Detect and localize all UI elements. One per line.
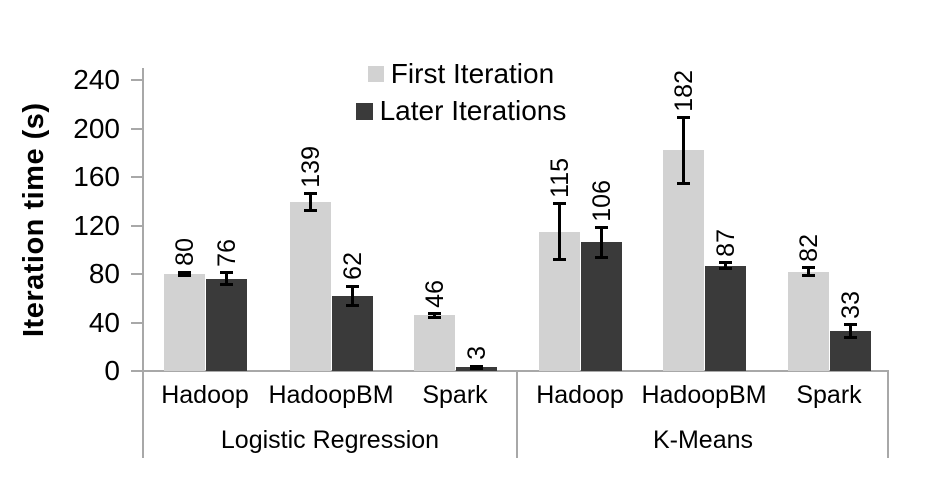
y-tick-mark [131, 273, 144, 275]
legend-item-first-iteration: First Iteration [367, 58, 555, 90]
legend-swatch-first-iteration [367, 66, 384, 82]
bar-first-iteration [164, 274, 205, 371]
x-axis-line [142, 370, 889, 372]
error-bar-cap-bottom [178, 274, 191, 278]
y-tick-mark [131, 224, 144, 227]
bar-value-label: 106 [587, 180, 616, 222]
error-bar-cap-top [844, 323, 857, 327]
bar-later-iterations [332, 296, 373, 371]
group-divider-right [887, 371, 889, 458]
error-bar-cap-top [220, 271, 233, 275]
error-bar [600, 227, 603, 258]
error-bar [433, 313, 436, 318]
error-bar-cap-bottom [220, 283, 233, 287]
legend-label-later-iterations: Later Iterations [379, 95, 567, 126]
error-bar-cap-top [178, 270, 191, 274]
bar-first-iteration [290, 202, 331, 371]
bar-value-label: 80 [170, 238, 199, 267]
y-tick-mark [131, 127, 144, 130]
y-tick-label: 200 [73, 112, 120, 144]
y-axis-line [142, 68, 144, 371]
y-tick-label: 40 [88, 306, 120, 338]
error-bar-cap-bottom [428, 315, 441, 319]
error-bar-cap-bottom [719, 267, 732, 271]
error-bar [849, 324, 852, 338]
error-bar-cap-top [719, 260, 732, 264]
bar-value-label: 182 [669, 69, 698, 112]
error-bar-cap-top [304, 192, 317, 196]
bar-later-iterations [705, 266, 746, 371]
legend-label-first-iteration: First Iteration [390, 58, 555, 89]
legend: First Iteration Later Iterations [338, 58, 584, 127]
error-bar-cap-top [553, 202, 566, 206]
error-bar-cap-bottom [553, 257, 566, 261]
error-bar-cap-top [595, 226, 608, 230]
bar-value-label: 82 [794, 234, 823, 262]
error-bar-cap-top [802, 266, 815, 270]
bar-later-iterations [206, 279, 247, 371]
error-bar [351, 286, 354, 306]
error-bar-cap-bottom [304, 209, 317, 213]
error-bar [309, 193, 312, 211]
bar-first-iteration [788, 272, 829, 371]
bar-value-label: 76 [212, 238, 241, 267]
bar-later-iterations [581, 242, 622, 371]
category-label-hadoopbm: HadoopBM [641, 381, 767, 409]
error-bar-cap-bottom [470, 367, 483, 371]
category-label-hadoop: Hadoop [161, 381, 249, 409]
error-bar [558, 203, 561, 260]
category-label-hadoop: Hadoop [536, 381, 624, 409]
category-label-spark: Spark [422, 381, 488, 409]
bar-value-label: 139 [296, 146, 325, 188]
bar-value-label: 87 [711, 228, 740, 257]
error-bar-cap-bottom [346, 304, 359, 308]
error-bar [183, 272, 186, 276]
error-bar [724, 262, 727, 269]
error-bar-cap-bottom [595, 255, 608, 259]
bar-first-iteration [414, 315, 455, 371]
bar-value-label: 3 [462, 346, 491, 361]
bar-value-label: 33 [836, 291, 865, 319]
error-bar-cap-top [470, 364, 483, 368]
error-bar-cap-bottom [802, 273, 815, 277]
group-divider-middle [516, 371, 518, 458]
bar-value-label: 62 [338, 252, 367, 281]
bar-value-label: 46 [420, 279, 449, 308]
group-divider-left [142, 371, 144, 458]
error-bar-cap-bottom [677, 181, 690, 185]
y-tick-mark [131, 79, 144, 81]
error-bar-cap-top [346, 284, 359, 288]
y-tick-mark [131, 321, 144, 324]
y-tick-label: 0 [104, 355, 120, 386]
category-label-hadoopbm: HadoopBM [268, 381, 394, 409]
error-bar-cap-top [428, 311, 441, 315]
category-label-spark: Spark [796, 381, 862, 409]
bar-first-iteration [663, 150, 704, 371]
legend-swatch-later-iterations [355, 102, 373, 120]
group-label: K-Means [652, 426, 754, 454]
y-tick-label: 160 [73, 161, 120, 192]
bar-value-label: 115 [545, 157, 574, 198]
y-tick-label: 80 [88, 258, 120, 289]
error-bar-cap-top [677, 116, 690, 120]
error-bar [682, 117, 685, 184]
y-tick-label: 120 [73, 209, 120, 241]
legend-item-later-iterations: Later Iterations [355, 95, 567, 127]
y-tick-mark [131, 176, 144, 178]
y-tick-label: 240 [73, 64, 120, 95]
y-tick-mark [131, 370, 144, 372]
error-bar [807, 267, 810, 276]
error-bar-cap-bottom [844, 335, 857, 339]
error-bar [225, 272, 228, 285]
group-label: Logistic Regression [220, 426, 440, 454]
